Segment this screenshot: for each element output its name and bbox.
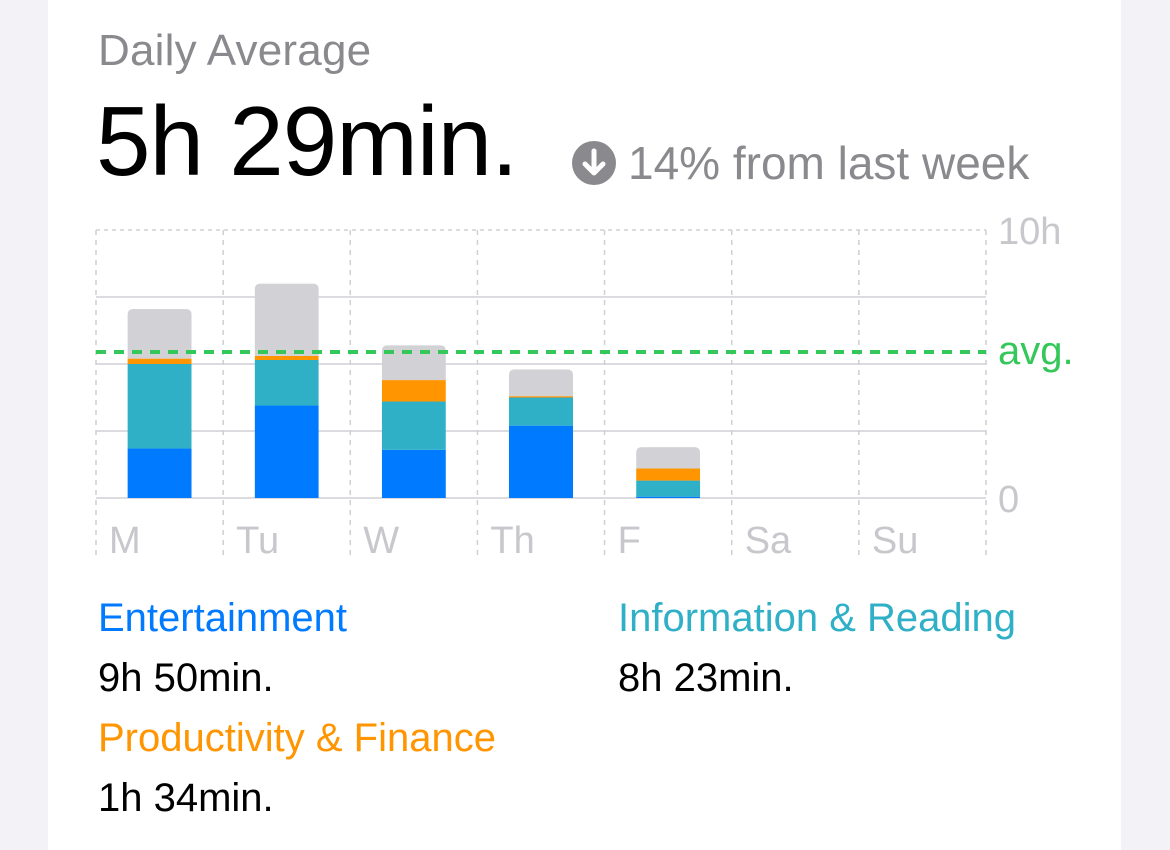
- bar-segment: [127, 358, 192, 364]
- average-label: avg.: [998, 329, 1074, 373]
- bar-segment: [381, 380, 446, 402]
- bar-segment: [509, 369, 573, 397]
- y-tick-label-min: 0: [998, 479, 1019, 521]
- x-tick-label: Sa: [745, 520, 792, 562]
- bar-segment: [254, 283, 319, 356]
- bar-segment: [636, 496, 701, 498]
- x-tick-label: M: [109, 520, 141, 562]
- bar-segment: [381, 401, 446, 450]
- bar-segment: [381, 449, 446, 498]
- bar-segment: [254, 359, 319, 406]
- bar-segment: [127, 364, 192, 449]
- bar-segment: [127, 448, 192, 498]
- legend-information-label: Information & Reading: [618, 596, 1017, 640]
- bar-segment: [254, 355, 319, 360]
- bar-segment: [254, 405, 319, 498]
- bar-stack-w: [381, 345, 446, 498]
- daily-average-label: Daily Average: [98, 26, 372, 75]
- bar-segment: [636, 468, 701, 481]
- legend-information-value: 8h 23min.: [618, 656, 794, 700]
- x-tick-label: W: [363, 520, 399, 562]
- daily-average-value: 5h 29min.: [96, 86, 518, 196]
- bar-segment: [509, 396, 573, 398]
- bar-segment: [509, 425, 573, 498]
- screen-time-card: [48, 0, 1121, 850]
- change-from-last-week: 14% from last week: [628, 137, 1030, 189]
- legend-productivity-label: Productivity & Finance: [98, 716, 496, 760]
- x-tick-label: Tu: [236, 520, 279, 562]
- legend-entertainment-value: 9h 50min.: [98, 656, 274, 700]
- bar-stack-f: [636, 447, 701, 498]
- bar-segment: [636, 447, 701, 469]
- x-tick-label: Th: [490, 520, 534, 562]
- legend-entertainment-label: Entertainment: [98, 596, 348, 640]
- bar-segment: [636, 480, 701, 497]
- bar-segment: [509, 397, 573, 426]
- x-tick-label: Su: [872, 520, 918, 562]
- x-axis-labels: M Tu W Th F Sa Su: [109, 520, 918, 562]
- bar-stack-th: [509, 369, 573, 498]
- chart-bars: [127, 283, 701, 498]
- arrow-down-circle-icon: [572, 141, 616, 185]
- y-tick-label-max: 10h: [998, 211, 1061, 253]
- x-tick-label: F: [618, 520, 641, 562]
- bar-stack-tu: [254, 283, 319, 498]
- bar-stack-m: [127, 309, 192, 498]
- legend-productivity-value: 1h 34min.: [98, 776, 274, 820]
